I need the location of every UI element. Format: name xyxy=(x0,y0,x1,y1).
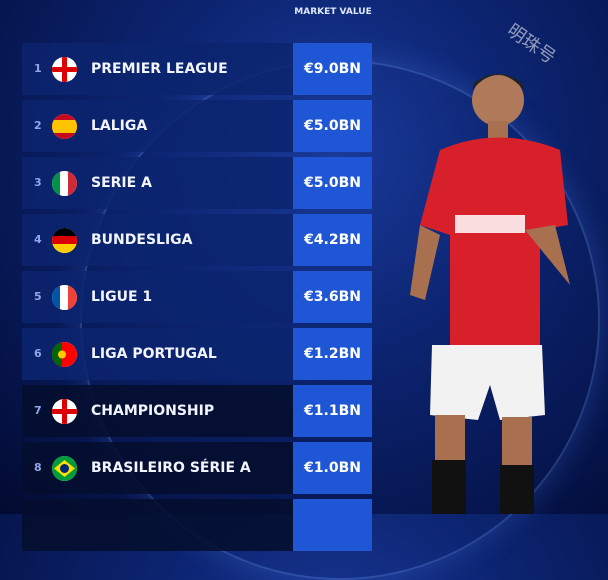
rank: 1 xyxy=(34,62,42,75)
market-value-header: MARKET VALUE xyxy=(294,7,372,17)
league-name: LALIGA xyxy=(91,118,148,134)
rank: 2 xyxy=(34,119,42,132)
germany-flag-icon xyxy=(52,228,77,253)
market-value: €5.0BN xyxy=(293,157,372,209)
rank: 6 xyxy=(34,347,42,360)
table-row-partial xyxy=(22,499,372,551)
league-name: BRASILEIRO SÉRIE A xyxy=(91,460,251,476)
market-value: €9.0BN xyxy=(293,43,372,95)
player-photo xyxy=(410,74,570,514)
market-value: €1.1BN xyxy=(293,385,372,437)
table-row: 4 BUNDESLIGA €4.2BN xyxy=(22,214,372,266)
market-value: €1.0BN xyxy=(293,442,372,494)
rank: 8 xyxy=(34,461,42,474)
portugal-flag-icon xyxy=(52,342,77,367)
table-row: 1 PREMIER LEAGUE €9.0BN xyxy=(22,43,372,95)
table-row: 7 CHAMPIONSHIP €1.1BN xyxy=(22,385,372,437)
market-value: €5.0BN xyxy=(293,100,372,152)
italy-flag-icon xyxy=(52,171,77,196)
rank: 4 xyxy=(34,233,42,246)
spain-flag-icon xyxy=(52,114,77,139)
league-name: LIGA PORTUGAL xyxy=(91,346,217,362)
england-flag-icon xyxy=(52,399,77,424)
league-name: BUNDESLIGA xyxy=(91,232,193,248)
market-value: €4.2BN xyxy=(293,214,372,266)
table-row: 2 LALIGA €5.0BN xyxy=(22,100,372,152)
france-flag-icon xyxy=(52,285,77,310)
table-row: 6 LIGA PORTUGAL €1.2BN xyxy=(22,328,372,380)
league-name: CHAMPIONSHIP xyxy=(91,403,215,419)
league-name: PREMIER LEAGUE xyxy=(91,61,228,77)
market-value: €1.2BN xyxy=(293,328,372,380)
brazil-flag-icon xyxy=(52,456,77,481)
league-name: SERIE A xyxy=(91,175,152,191)
rank: 7 xyxy=(34,404,42,417)
table-row: 3 SERIE A €5.0BN xyxy=(22,157,372,209)
table-row: 5 LIGUE 1 €3.6BN xyxy=(22,271,372,323)
table-row: 8 BRASILEIRO SÉRIE A €1.0BN xyxy=(22,442,372,494)
league-name: LIGUE 1 xyxy=(91,289,153,305)
rank: 3 xyxy=(34,176,42,189)
rank: 5 xyxy=(34,290,42,303)
market-value: €3.6BN xyxy=(293,271,372,323)
england-flag-icon xyxy=(52,57,77,82)
